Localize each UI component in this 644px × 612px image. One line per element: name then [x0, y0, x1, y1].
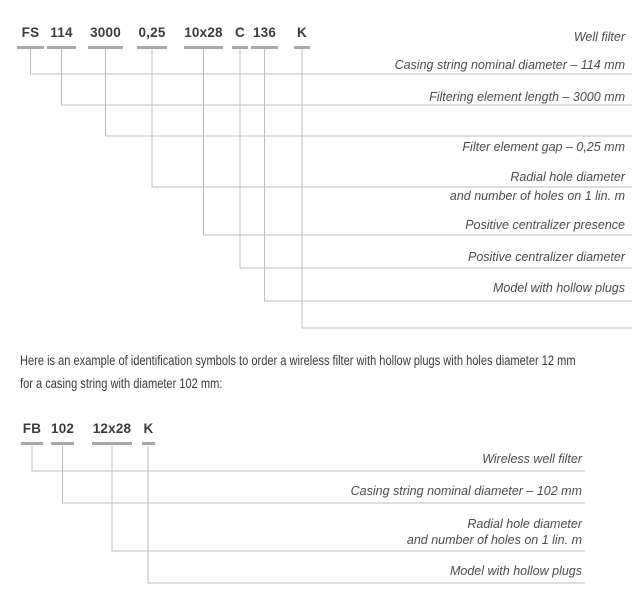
- token-underline-bar: [294, 46, 310, 49]
- label-casing-diameter-102: Casing string nominal diameter – 102 mm: [350, 484, 582, 498]
- code-token-c: C: [232, 25, 248, 49]
- token-underline-bar: [47, 46, 76, 49]
- code-token-text: 114: [50, 25, 73, 40]
- token-underline-bar: [88, 46, 123, 49]
- code-token-text: K: [297, 25, 307, 40]
- label-filter-element-gap: Filter element gap – 0,25 mm: [462, 140, 625, 154]
- code-token-text: 0,25: [138, 25, 166, 40]
- intro-paragraph-line2: for a casing string with diameter 102 mm…: [20, 376, 223, 391]
- label-radial-hole-diameter-2: Radial hole diameter: [467, 517, 582, 531]
- connector-line: [147, 446, 585, 584]
- code-token-025: 0,25: [137, 25, 167, 49]
- code-token-k: K: [294, 25, 310, 49]
- label-number-of-holes-2: and number of holes on 1 lin. m: [406, 533, 582, 547]
- label-model-hollow-plugs: Model with hollow plugs: [492, 281, 625, 295]
- code-token-text: C: [235, 25, 245, 40]
- token-underline-bar: [232, 46, 248, 49]
- token-underline-bar: [137, 46, 167, 49]
- code-token-k2: K: [142, 421, 155, 445]
- label-radial-hole-diameter: Radial hole diameter: [510, 170, 625, 184]
- intro-paragraph-line1: Here is an example of identification sym…: [20, 353, 576, 368]
- code-token-136: 136: [251, 25, 278, 49]
- connector-line: [239, 49, 632, 269]
- code-token-fb: FB: [21, 421, 43, 445]
- code-token-text: FB: [22, 421, 42, 436]
- code-token-text: 10x28: [184, 25, 223, 40]
- code-token-text: 3000: [90, 25, 121, 40]
- intro-paragraph: Here is an example of identification sym…: [20, 349, 644, 395]
- token-underline-bar: [251, 46, 278, 49]
- label-well-filter: Well filter: [573, 30, 625, 44]
- token-underline-bar: [142, 442, 155, 445]
- code-token-text: FS: [21, 25, 40, 40]
- label-filtering-element-length: Filtering element length – 3000 mm: [429, 90, 625, 104]
- code-token-114: 114: [47, 25, 76, 49]
- code-token-text: K: [143, 421, 154, 436]
- code-token-102: 102: [51, 421, 75, 445]
- label-centralizer-diameter: Positive centralizer diameter: [467, 250, 625, 264]
- code-token-10x28: 10x28: [184, 25, 223, 49]
- token-underline-bar: [184, 46, 223, 49]
- code-token-3000: 3000: [88, 25, 123, 49]
- token-underline-bar: [17, 46, 44, 49]
- token-underline-bar: [21, 442, 43, 445]
- code-token-12x28: 12x28: [92, 421, 132, 445]
- code-token-fs: FS: [17, 25, 44, 49]
- code-token-text: 136: [252, 25, 277, 40]
- label-centralizer-presence: Positive centralizer presence: [465, 218, 625, 232]
- label-wireless-well-filter: Wireless well filter: [482, 452, 582, 466]
- label-casing-diameter-114: Casing string nominal diameter – 114 mm: [394, 58, 625, 72]
- token-underline-bar: [51, 442, 74, 445]
- label-number-of-holes: and number of holes on 1 lin. m: [449, 189, 625, 203]
- code-token-text: 102: [51, 421, 75, 436]
- label-model-hollow-plugs-2: Model with hollow plugs: [449, 564, 582, 578]
- code-token-text: 12x28: [92, 421, 132, 436]
- token-underline-bar: [92, 442, 132, 445]
